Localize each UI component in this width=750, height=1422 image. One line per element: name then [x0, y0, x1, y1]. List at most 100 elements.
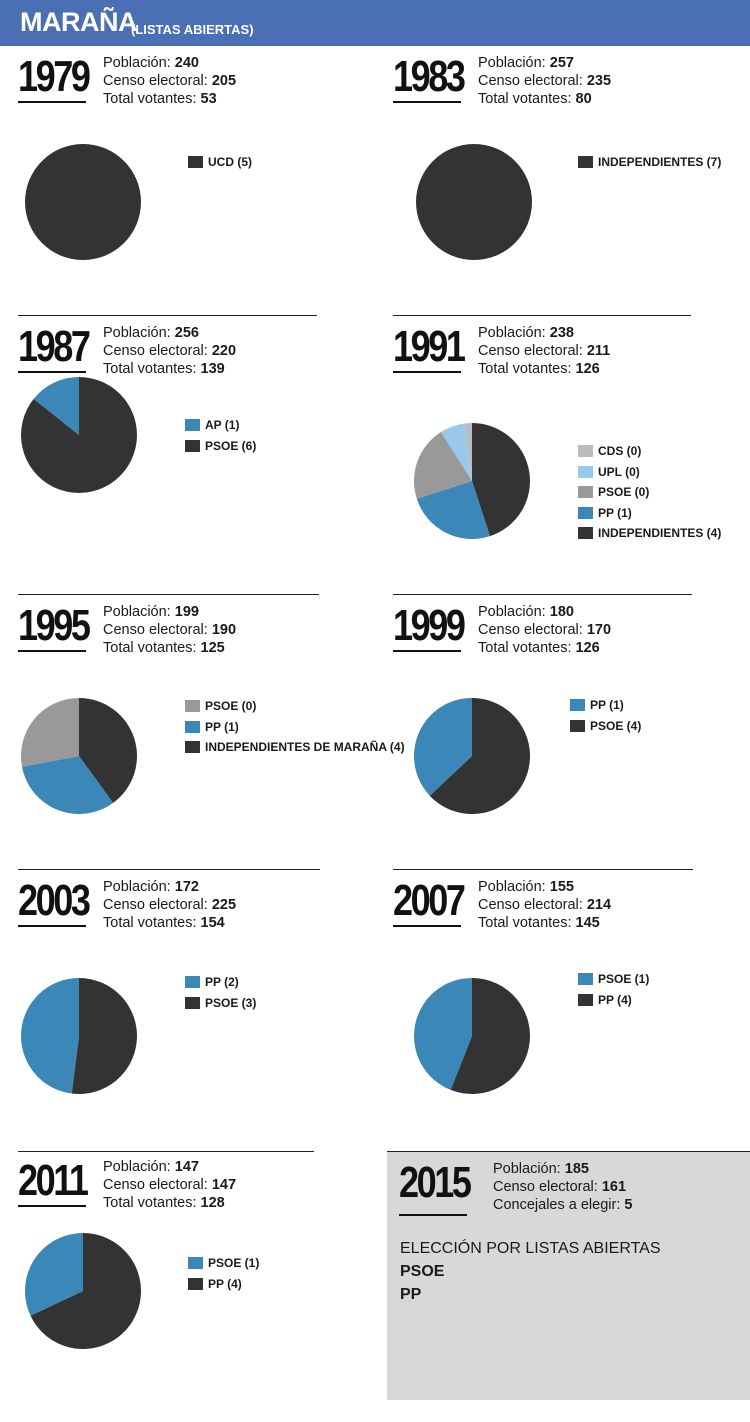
pie-slice: [414, 698, 472, 796]
year-underline: [18, 371, 86, 373]
panel-2011: 2011 Población: 147 Censo electoral: 147…: [0, 1152, 375, 1422]
legend: INDEPENDIENTES (7): [578, 152, 721, 173]
legend-item: AP (1): [185, 415, 256, 436]
stat-censo: Censo electoral: 205: [103, 73, 237, 89]
stats-block: Población: 180 Censo electoral: 170 Tota…: [478, 603, 611, 657]
legend-swatch: [578, 465, 593, 478]
legend: PSOE (1) PP (4): [188, 1253, 259, 1294]
page-subtitle: (LISTAS ABIERTAS): [131, 22, 254, 37]
pie-slice: [416, 144, 532, 260]
pie-slice: [414, 978, 472, 1090]
pie-slice: [25, 144, 141, 260]
stat-poblacion: Población: 185: [493, 1161, 589, 1177]
legend-swatch: [185, 700, 200, 713]
legend-item: PSOE (1): [188, 1253, 259, 1274]
legend-swatch: [578, 506, 593, 519]
legend-item: PP (4): [188, 1274, 259, 1295]
stats-block: Población: 238 Censo electoral: 211 Tota…: [478, 324, 610, 378]
pie-slice: [20, 377, 137, 493]
year-label: 1991: [393, 322, 466, 371]
year-label: 1999: [393, 601, 466, 650]
legend-label: PP (4): [598, 992, 632, 1007]
year-label: 2011: [18, 1156, 89, 1205]
pie-slice: [30, 1233, 141, 1349]
legend-item: PP (1): [570, 695, 641, 716]
pie-slice: [24, 1233, 84, 1316]
legend: AP (1) PSOE (6): [185, 415, 256, 456]
divider: [18, 869, 320, 870]
panel-1979: 1979 Población: 240 Censo electoral: 205…: [0, 48, 375, 318]
panel-1995: 1995 Población: 199 Censo electoral: 190…: [0, 597, 405, 867]
legend-item: INDEPENDIENTES DE MARAÑA (4): [185, 737, 405, 758]
stat-censo: Censo electoral: 211: [478, 343, 611, 359]
legend: PP (1) PSOE (4): [570, 695, 641, 736]
pie-slice: [472, 423, 530, 537]
page-title: MARAÑA: [20, 7, 137, 37]
legend-item: UCD (5): [188, 152, 252, 173]
year-label: 2015: [399, 1158, 472, 1207]
legend: CDS (0) UPL (0) PSOE (0) PP (1) INDEPENDIENT…: [578, 441, 721, 544]
legend-swatch: [578, 156, 593, 169]
legend: UCD (5): [188, 152, 252, 173]
stats-block: Población: 185 Censo electoral: 161 Conc…: [493, 1160, 632, 1214]
stat-censo: Censo electoral: 220: [103, 343, 237, 359]
year-label: 1983: [393, 52, 466, 101]
legend: PSOE (1) PP (4): [578, 969, 649, 1010]
panel-2007: 2007 Población: 155 Censo electoral: 214…: [375, 872, 750, 1142]
legend-swatch: [188, 1277, 203, 1290]
year-underline: [393, 371, 461, 373]
year-underline: [18, 1205, 86, 1207]
stat-poblacion: Población: 256: [103, 325, 199, 341]
legend-item: PSOE (0): [578, 482, 721, 503]
pie-slice: [79, 698, 137, 803]
legend-swatch: [185, 419, 200, 432]
legend-swatch: [185, 439, 200, 452]
stat-poblacion: Población: 240: [103, 55, 199, 71]
panel-2003: 2003 Población: 172 Censo electoral: 225…: [0, 872, 375, 1142]
legend-label: INDEPENDIENTES (4): [598, 526, 722, 541]
legend-label: UPL (0): [598, 464, 640, 479]
year-label: 2007: [393, 876, 466, 925]
stat-votantes: Total votantes: 53: [103, 91, 217, 107]
year-label: 1987: [18, 322, 91, 371]
stats-block: Población: 199 Censo electoral: 190 Tota…: [103, 603, 236, 657]
legend-item: INDEPENDIENTES (7): [578, 152, 721, 173]
pie-slice: [440, 423, 472, 481]
pie-chart: [20, 978, 137, 1094]
legend-item: PSOE (4): [570, 716, 641, 737]
year-underline: [399, 1214, 467, 1216]
legend-label: PP (1): [205, 719, 239, 734]
stat-votantes: Total votantes: 128: [103, 1195, 225, 1211]
year-label: 1979: [18, 52, 91, 101]
divider: [18, 315, 317, 316]
divider: [393, 594, 692, 595]
legend-item: UPL (0): [578, 462, 721, 483]
stat-votantes: Total votantes: 154: [103, 915, 225, 931]
header-bar: MARAÑA (LISTAS ABIERTAS): [0, 0, 750, 46]
stat-votantes: Total votantes: 145: [478, 915, 600, 931]
stat-censo: Censo electoral: 147: [103, 1177, 237, 1193]
stats-block: Población: 155 Censo electoral: 214 Tota…: [478, 878, 611, 932]
pie-slice: [414, 432, 472, 499]
legend-label: PSOE (0): [205, 699, 257, 714]
stat-votantes: Total votantes: 126: [478, 361, 600, 377]
divider: [18, 1151, 314, 1152]
party-name: PSOE: [400, 1263, 445, 1280]
year-underline: [18, 925, 86, 927]
legend-item: PSOE (6): [185, 436, 256, 457]
pie-chart: [414, 423, 530, 539]
year-label: 1995: [18, 601, 91, 650]
pie-chart: [414, 698, 530, 814]
legend-swatch: [578, 993, 593, 1006]
legend-swatch: [578, 486, 593, 499]
legend-swatch: [578, 445, 593, 458]
stat-votantes: Total votantes: 139: [103, 361, 225, 377]
legend-swatch: [578, 973, 593, 986]
pie-chart: [20, 698, 137, 814]
pie-slice: [22, 756, 114, 814]
legend-item: PSOE (0): [185, 696, 405, 717]
pie-slice: [429, 698, 530, 814]
legend-item: PSOE (1): [578, 969, 649, 990]
pie-chart: [414, 978, 530, 1094]
legend-swatch: [188, 1257, 203, 1270]
